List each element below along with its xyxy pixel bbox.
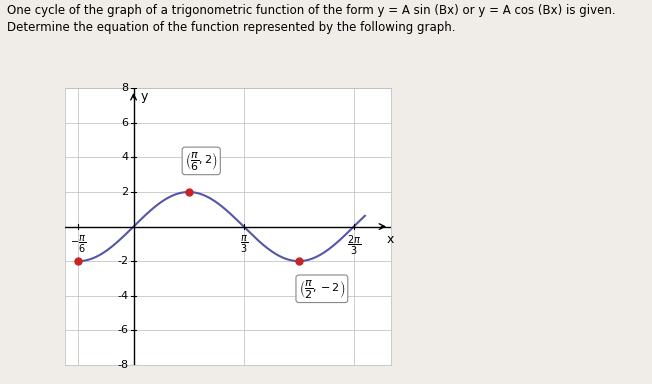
- Text: -6: -6: [117, 325, 128, 335]
- Text: -2: -2: [117, 256, 128, 266]
- Text: 4: 4: [121, 152, 128, 162]
- Text: One cycle of the graph of a trigonometric function of the form y = A sin (Bx) or: One cycle of the graph of a trigonometri…: [7, 4, 615, 34]
- Text: $\dfrac{2\pi}{3}$: $\dfrac{2\pi}{3}$: [347, 234, 361, 257]
- Text: $-\dfrac{\pi}{6}$: $-\dfrac{\pi}{6}$: [70, 234, 87, 255]
- Text: $\left(\dfrac{\pi}{6},2\right)$: $\left(\dfrac{\pi}{6},2\right)$: [185, 150, 218, 172]
- Text: $\dfrac{\pi}{3}$: $\dfrac{\pi}{3}$: [239, 234, 248, 255]
- Text: 2: 2: [121, 187, 128, 197]
- Text: -8: -8: [117, 360, 128, 370]
- Text: -4: -4: [117, 291, 128, 301]
- Text: x: x: [387, 233, 394, 247]
- Text: y: y: [141, 90, 148, 103]
- Text: 6: 6: [121, 118, 128, 128]
- Text: $\left(\dfrac{\pi}{2},-2\right)$: $\left(\dfrac{\pi}{2},-2\right)$: [299, 278, 345, 300]
- Text: 8: 8: [121, 83, 128, 93]
